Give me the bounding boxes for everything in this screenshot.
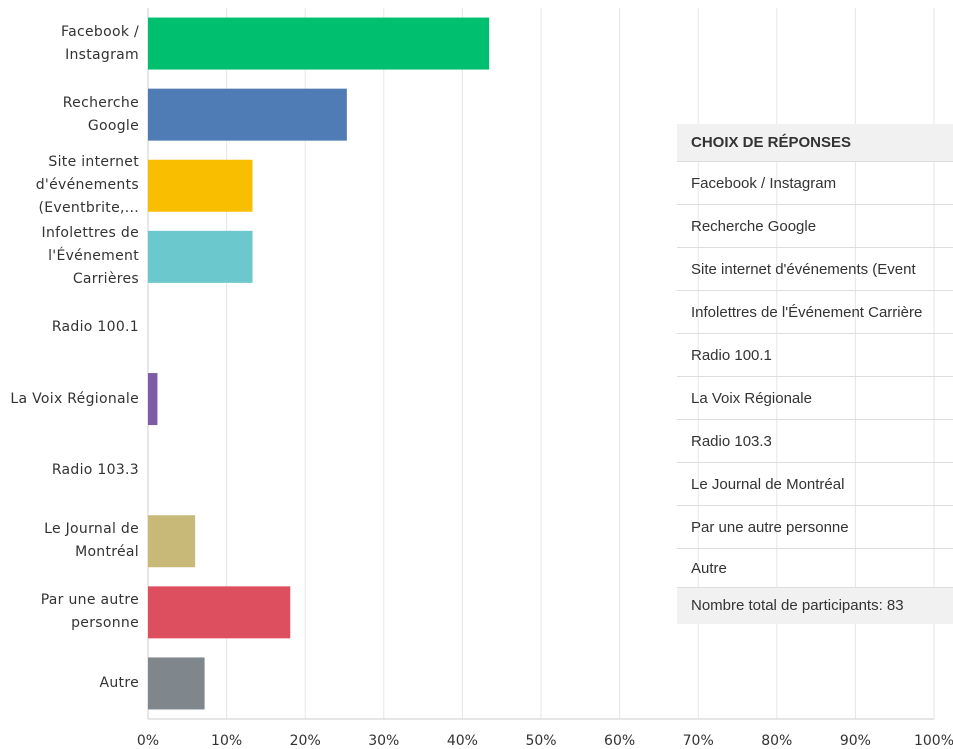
category-label: Infolettres de l'Événement Carrières	[41, 225, 139, 288]
bar	[148, 17, 490, 70]
table-header: CHOIX DE RÉPONSES	[677, 124, 953, 162]
x-tick-label: 10%	[211, 733, 242, 749]
table-row: Recherche Google	[677, 205, 953, 248]
category-label: Radio 103.3	[51, 461, 139, 478]
table-row: Site internet d'événements (Event	[677, 248, 953, 291]
table-row: Autre	[677, 549, 953, 588]
category-label: La Voix Régionale	[10, 390, 139, 407]
table-row: Le Journal de Montréal	[677, 463, 953, 506]
table-total: Nombre total de participants: 83	[677, 588, 953, 624]
bar	[148, 159, 253, 212]
x-tick-label: 30%	[368, 733, 399, 749]
bar	[148, 230, 253, 283]
bar	[148, 373, 158, 426]
bar	[148, 515, 196, 568]
table-row: Infolettres de l'Événement Carrière	[677, 291, 953, 334]
x-tick-label: 90%	[840, 733, 871, 749]
bar	[148, 88, 347, 141]
x-tick-label: 80%	[761, 733, 792, 749]
table-row: Facebook / Instagram	[677, 162, 953, 205]
x-tick-label: 60%	[604, 733, 635, 749]
category-label: Autre	[99, 674, 139, 691]
x-tick-label: 50%	[525, 733, 556, 749]
category-label: Site internet d'événements (Eventbrite,.…	[35, 154, 139, 217]
category-label: Facebook / Instagram	[61, 23, 139, 63]
category-label: Recherche Google	[62, 94, 139, 134]
table-row: Radio 100.1	[677, 334, 953, 377]
table-row: La Voix Régionale	[677, 377, 953, 420]
category-label: Par une autre personne	[40, 592, 139, 632]
table-row: Radio 103.3	[677, 420, 953, 463]
x-tick-label: 70%	[683, 733, 714, 749]
bar	[148, 586, 291, 639]
x-tick-label: 20%	[290, 733, 321, 749]
x-tick-label: 40%	[447, 733, 478, 749]
table-row: Par une autre personne	[677, 506, 953, 549]
x-tick-label: 0%	[137, 733, 159, 749]
x-tick-label: 100%	[914, 733, 953, 749]
category-label: Radio 100.1	[51, 319, 139, 336]
bar	[148, 657, 205, 710]
category-label: Le Journal de Montréal	[44, 521, 139, 561]
answer-table: CHOIX DE RÉPONSES Facebook / Instagram Re…	[677, 124, 953, 624]
